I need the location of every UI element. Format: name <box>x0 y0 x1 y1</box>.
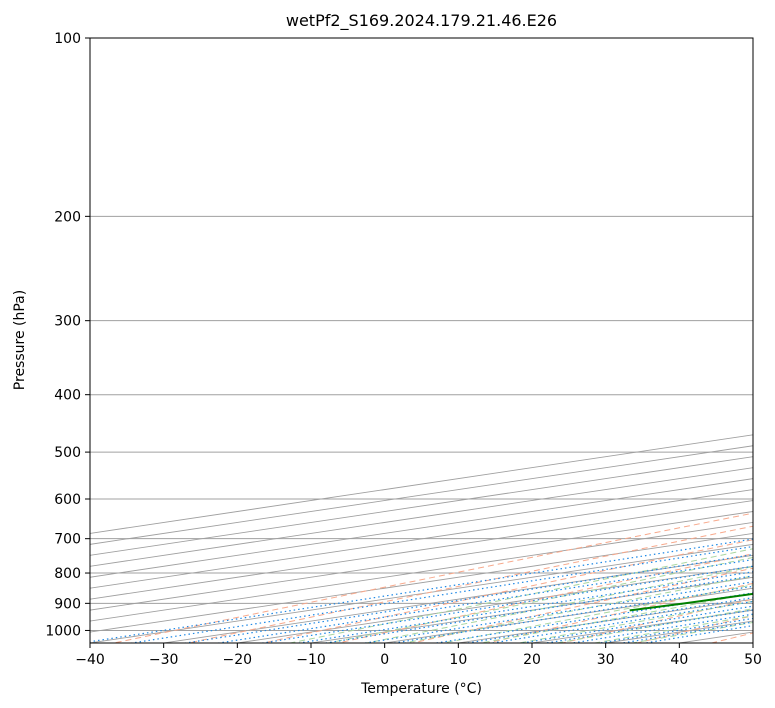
x-tick-label: 0 <box>380 652 389 668</box>
x-tick-label: −30 <box>149 652 179 668</box>
isotherm-line <box>90 532 753 633</box>
x-tick-label: 30 <box>597 652 615 668</box>
x-tick-label: −20 <box>223 652 253 668</box>
y-tick-label: 100 <box>54 31 81 47</box>
x-tick-label: 50 <box>744 652 762 668</box>
moist-adiabat-line <box>440 584 753 643</box>
chart-title: wetPf2_S169.2024.179.21.46.E26 <box>286 11 557 31</box>
dry-adiabat-line <box>485 582 753 643</box>
x-tick-label: 10 <box>449 652 467 668</box>
y-axis: 100 200 300 400 500 600 700 800 900 1000 <box>45 31 90 639</box>
moist-adiabat-line <box>516 600 753 643</box>
isotherm-line <box>90 467 753 567</box>
x-tick-label: −40 <box>75 652 105 668</box>
y-tick-label: 1000 <box>45 623 81 639</box>
background-reference-lines <box>90 38 753 643</box>
mixing-ratio-line <box>258 565 753 643</box>
x-axis-label: Temperature (°C) <box>360 681 482 697</box>
isotherm-line <box>90 511 753 611</box>
mixing-ratio-line <box>618 621 753 643</box>
y-tick-label: 500 <box>54 445 81 461</box>
y-tick-label: 800 <box>54 566 81 582</box>
isotherm-line <box>90 489 753 589</box>
mixing-ratio-line <box>322 575 753 643</box>
y-tick-label: 400 <box>54 388 81 404</box>
plot-frame <box>89 37 754 644</box>
mixing-ratio-line <box>641 625 753 643</box>
isotherm-line <box>90 456 753 556</box>
y-tick-label: 700 <box>54 532 81 548</box>
y-tick-label: 300 <box>54 314 81 330</box>
isotherm-line <box>90 500 753 600</box>
x-tick-label: 40 <box>670 652 688 668</box>
x-axis: −40 −30 −20 −10 0 10 20 30 40 50 <box>75 643 762 668</box>
dry-adiabat-line <box>261 539 753 643</box>
dry-adiabat-line <box>410 567 753 643</box>
moist-adiabat-line <box>287 548 753 643</box>
moist-adiabat-line <box>554 608 753 643</box>
isotherm-line <box>90 521 753 622</box>
isotherm-line <box>90 543 753 643</box>
x-tick-label: 20 <box>523 652 541 668</box>
y-tick-label: 900 <box>54 596 81 612</box>
dry-adiabat-line <box>186 525 753 643</box>
x-tick-label: −10 <box>296 652 326 668</box>
mixing-ratio-line <box>295 571 753 643</box>
y-tick-label: 200 <box>54 209 81 225</box>
y-tick-label: 600 <box>54 492 81 508</box>
y-axis-label: Pressure (hPa) <box>12 290 28 390</box>
mixing-ratio-line <box>215 558 753 643</box>
mixing-ratio-line <box>181 553 753 643</box>
isotherm-line <box>90 478 753 578</box>
